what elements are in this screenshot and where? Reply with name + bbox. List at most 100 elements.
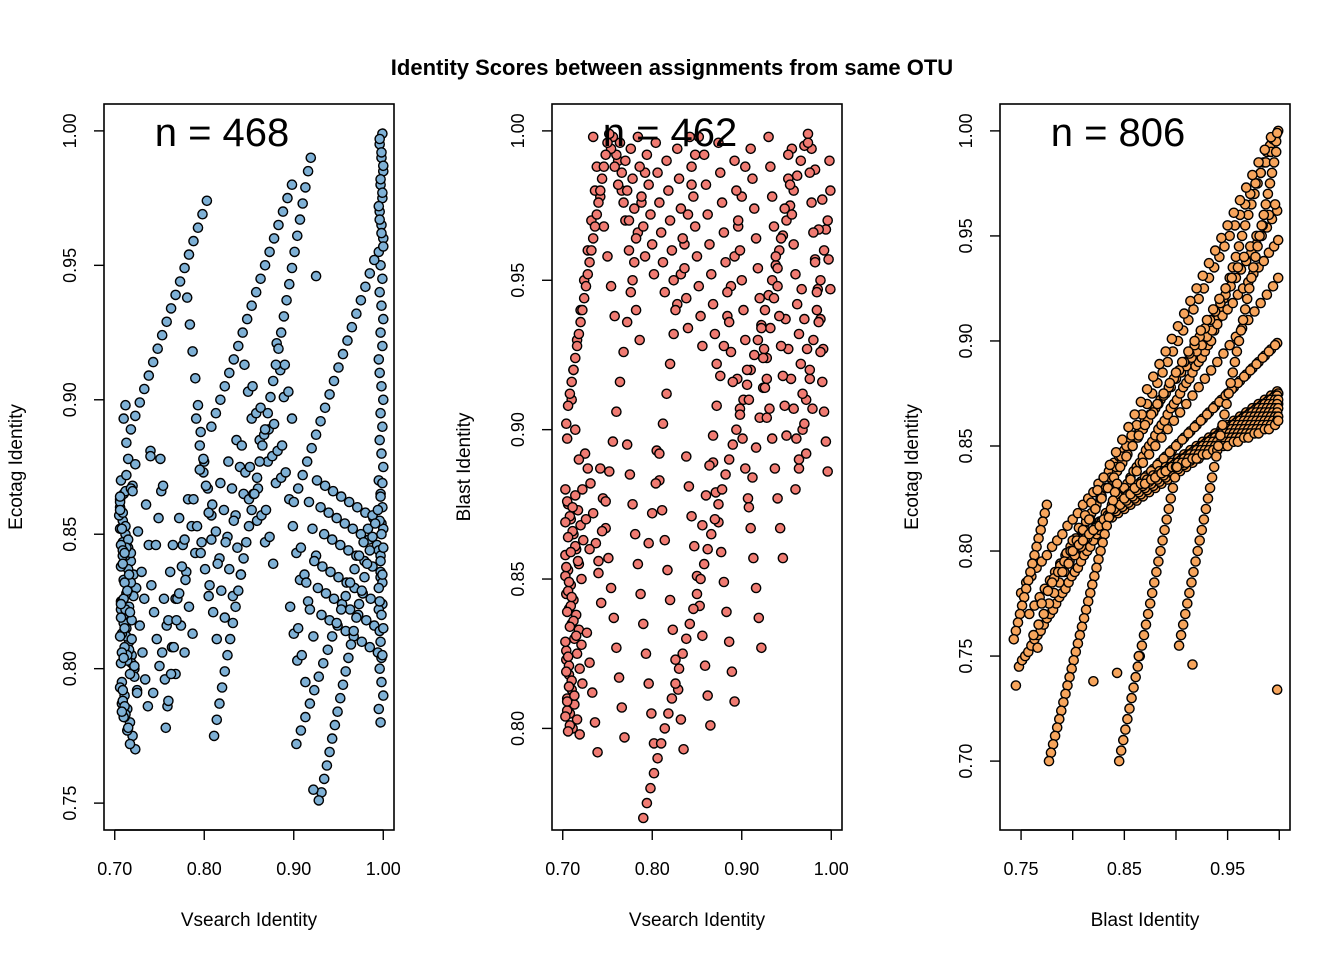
scatter-point [232,340,244,352]
scatter-point [308,631,319,642]
scatter-point [228,515,240,527]
scatter-point [681,292,692,304]
scatter-point [709,328,721,340]
scatter-point [802,128,814,140]
scatter-point [353,598,365,610]
scatter-point [727,376,739,388]
scatter-point [157,480,169,492]
scatter-point [625,143,637,155]
scatter-point [376,448,387,459]
scatter-point [1206,472,1218,483]
scatter-point [1117,434,1128,446]
y-tick-label: 0.95 [60,248,80,283]
scatter-point [577,484,588,495]
scatter-point [1092,484,1103,496]
scatter-point [1132,661,1144,672]
scatter-point [747,472,758,483]
scatter-point [377,187,388,198]
scatter-point [678,744,689,755]
scatter-point [124,668,136,680]
y-tick-label: 0.85 [956,428,976,463]
scatter-point [1170,440,1182,452]
scatter-point [374,434,386,446]
scatter-point [790,484,801,495]
scatter-point [560,517,571,528]
scatter-point [1263,346,1275,357]
scatter-point [286,262,298,274]
y-axis: 0.70 0.75 0.80 0.85 0.90 0.95 1.00 [956,113,1000,779]
scatter-point [119,547,130,559]
scatter-point [587,233,599,244]
scatter-point [1150,440,1161,452]
scatter-point [1254,230,1265,242]
scatter-point [732,215,744,226]
scatter-point [638,812,649,824]
scatter-point [804,373,816,385]
scatter-point [343,652,354,664]
scatter-point [1248,262,1259,273]
scatter-point [359,571,370,583]
scatter-point [212,558,223,570]
scatter-point [375,717,386,728]
scatter-point [122,722,134,734]
scatter-point [1181,398,1192,410]
scatter-point [609,310,621,322]
scatter-point [627,173,638,184]
scatter-point [328,593,340,605]
scatter-point [289,246,300,258]
scatter-point [190,413,202,424]
scatter-point [295,542,307,554]
scatter-point [1166,333,1178,345]
scatter-point [1152,398,1163,410]
scatter-point [675,203,687,214]
scatter-point [737,433,748,444]
scatter-point [215,394,226,406]
scatter-point [203,507,214,519]
scatter-point [1222,220,1233,231]
y-tick-label: 0.85 [508,562,528,597]
scatter-point [313,671,325,683]
scatter-point [697,340,708,352]
scatter-point [634,161,646,172]
scatter-point [1142,608,1154,620]
scatter-point [1074,629,1086,641]
scatter-point [375,327,386,338]
scatter-point [745,143,757,155]
scatter-point [629,528,641,540]
scatter-point [240,537,252,548]
scatter-point [698,558,710,570]
scatter-point [375,636,386,648]
scatter-point [375,491,386,502]
scatter-point [1139,419,1151,431]
scatter-point [267,558,279,570]
scatter-point [1123,421,1134,433]
scatter-point [1096,493,1107,504]
scatter-point [273,219,284,231]
scatter-point [634,334,646,346]
scatter-point [318,773,330,785]
x-tick-label: 0.80 [635,859,670,879]
scatter-point [623,215,635,226]
scatter-point [310,270,322,282]
scatter-point [645,209,656,220]
scatter-point [770,251,782,262]
scatter-point [297,198,309,209]
scatter-point [1268,157,1280,168]
scatter-point [257,440,268,451]
scatter-point [681,451,692,462]
scatter-point [582,268,594,280]
scatter-point [136,566,147,578]
scatter-point [349,563,360,575]
scatter-point [1170,367,1182,378]
scatter-point [1220,283,1231,294]
scatter-point [340,590,352,602]
scatter-point [721,606,732,618]
scatter-point [632,558,644,570]
scatter-point [1208,461,1220,473]
scatter-point [815,274,826,286]
scatter-point [563,681,575,692]
scatter-point [163,695,174,707]
scatter-point [753,612,765,624]
scatter-point [377,160,389,172]
scatter-point [374,663,386,675]
